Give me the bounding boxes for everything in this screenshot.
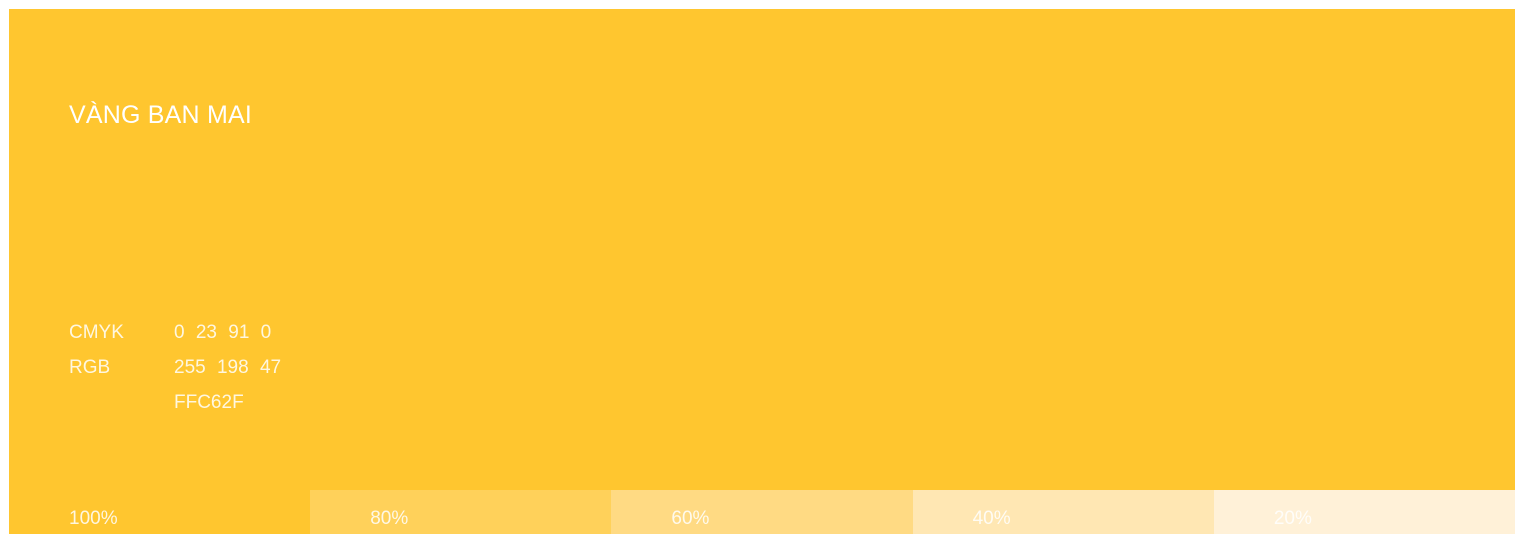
spec-value-hex: FFC62F	[174, 392, 244, 413]
tint-20: 20%	[1213, 490, 1516, 534]
swatch-title: VÀNG BAN MAI	[69, 101, 252, 129]
spec-value-cmyk: 0 23 91 0	[174, 322, 272, 343]
tint-label-100: 100%	[69, 508, 118, 529]
tint-40: 40%	[912, 490, 1214, 534]
tint-label-20: 20%	[1273, 508, 1312, 529]
tint-label-80: 80%	[370, 508, 409, 529]
tint-label-40: 40%	[972, 508, 1011, 529]
spec-label-rgb: RGB	[69, 357, 111, 378]
spec-label-cmyk: CMYK	[69, 322, 124, 343]
tint-100: 100%	[9, 490, 311, 534]
tint-60: 60%	[611, 490, 913, 534]
spec-value-rgb: 255 198 47	[174, 357, 282, 378]
tint-80: 80%	[310, 490, 612, 534]
tint-label-60: 60%	[671, 508, 710, 529]
color-swatch-card: VÀNG BAN MAI CMYK 0 23 91 0 RGB 255 198 …	[9, 9, 1516, 534]
tint-strip: 100% 80% 60% 40% 20%	[9, 490, 1516, 534]
